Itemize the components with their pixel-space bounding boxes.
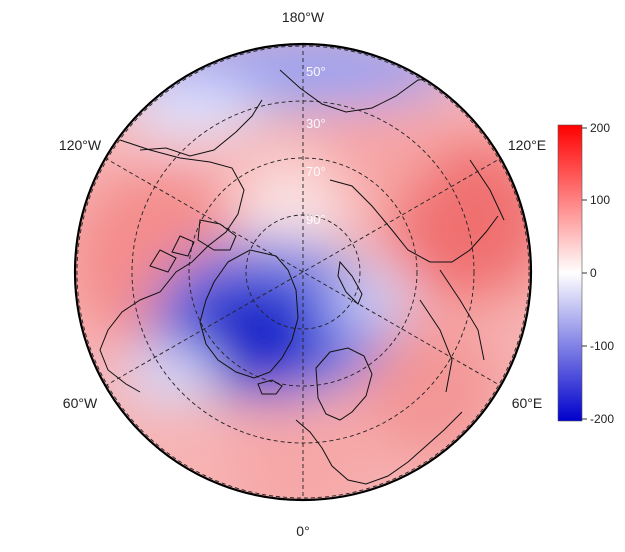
coastlines [99,69,505,485]
colorbar-label-0: 0 [590,266,597,280]
latitude-circle-70 [188,157,418,387]
asia-borders [419,159,505,393]
novaya-zemlya [337,260,363,305]
iceland-coast [257,379,283,395]
north-america-coast [99,139,245,393]
chukotka-coast [279,69,441,113]
colorbar-label-100: 100 [590,193,610,207]
lon-label-upper-right: 120°E [508,137,546,153]
colorbar-gradient [557,124,583,422]
lat-label-2: 30° [306,116,326,131]
colorbar-label-200: 200 [590,121,610,135]
lon-label-upper-left: 120°W [59,137,102,153]
colorbar-label-neg200: -200 [590,412,614,426]
alaska-coast [139,99,263,157]
colorbar: 200 100 0 -100 -200 [557,121,614,426]
europe-coast [295,411,463,485]
meridian-60w-120e [104,157,502,387]
anomaly-field [75,44,531,500]
lon-label-top: 180°W [282,9,325,25]
map-boundary [73,42,533,502]
graticule [76,44,530,500]
longitude-labels: 180°W 0° 120°W 120°E 60°W 60°E [59,9,546,539]
lat-label-3: 70° [306,164,326,179]
greenland-coast [199,249,299,379]
lat-label-1: 50° [306,64,326,79]
lon-label-lower-right: 60°E [512,395,543,411]
colorbar-ticks [582,127,587,420]
lon-label-lower-left: 60°W [63,395,98,411]
colorbar-label-neg100: -100 [590,339,614,353]
meridian-120w-60e [104,157,502,387]
lon-label-bottom: 0° [296,523,309,539]
canadian-islands [149,219,237,273]
lat-label-4: 90° [306,212,326,227]
siberia-coast [329,179,499,263]
scandinavia-coast [315,347,373,421]
latitude-labels: 50° 30° 70° 90° [306,64,326,227]
